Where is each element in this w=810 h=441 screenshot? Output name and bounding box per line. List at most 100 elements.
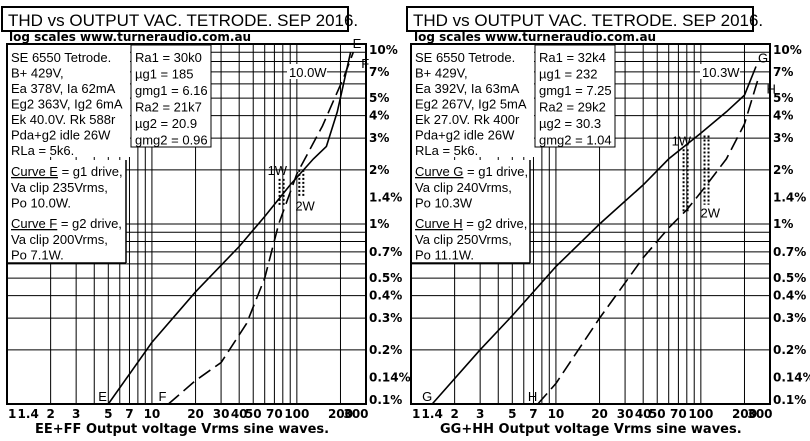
series-E-end-label: E xyxy=(353,36,362,51)
x-tick-label: 50 xyxy=(649,407,666,421)
y-tick-label: 0.14% xyxy=(369,371,411,385)
y-tick-label: 5% xyxy=(369,91,389,105)
info-left-line: Eg2 363V, Ig2 6mA xyxy=(11,97,123,112)
y-tick-label: 0.1% xyxy=(773,393,806,407)
info-right-line: gmg1 = 6.16 xyxy=(135,83,208,98)
y-tick-label: 1% xyxy=(369,217,389,231)
x-tick-label: 3 xyxy=(476,407,484,421)
x-axis-label: GG+HH Output voltage Vrms sine waves. xyxy=(440,422,742,437)
info-right-line: Ra2 = 29k2 xyxy=(539,100,606,115)
y-tick-label: 0.2% xyxy=(773,343,806,357)
curve-note-line: Po 10.3W xyxy=(415,196,473,211)
x-tick-label: 5 xyxy=(508,407,516,421)
y-tick-label: 2% xyxy=(773,163,793,177)
series-H-start-label: H xyxy=(528,389,537,404)
curve-note-rest: = g2 drive, xyxy=(463,216,528,231)
x-tick-label: 5 xyxy=(104,407,112,421)
plot-frame xyxy=(410,43,771,405)
info-right-line: gmg2 = 1.04 xyxy=(539,133,612,148)
curve-note-title: Curve G = g1 drive, xyxy=(415,164,528,179)
x-tick-label: 3 xyxy=(72,407,80,421)
y-tick-label: 10% xyxy=(773,43,802,57)
curve-note-line: Va clip 250Vrms, xyxy=(415,232,512,247)
info-left-line: RLa = 5k6. xyxy=(11,143,74,158)
y-tick-label: 0.5% xyxy=(773,271,806,285)
curve-note-line: Po 10.0W. xyxy=(11,196,71,211)
x-tick-label: 200 xyxy=(328,407,353,421)
info-right-line: µg2 = 20.9 xyxy=(135,116,197,131)
y-tick-label: 7% xyxy=(369,65,389,79)
info-right-line: Ra1 = 30k0 xyxy=(135,50,202,65)
info-right-line: µg2 = 30.3 xyxy=(539,116,601,131)
curve-note-name: Curve H xyxy=(415,216,463,231)
plot-frame xyxy=(6,43,367,405)
curve-note-title: Curve F = g2 drive, xyxy=(11,216,122,231)
curve-note-name: Curve F xyxy=(11,216,57,231)
y-tick-label: 0.2% xyxy=(369,343,402,357)
y-tick-label: 1.4% xyxy=(773,191,806,205)
x-tick-label: 50 xyxy=(245,407,262,421)
curve-note-line: Va clip 240Vrms, xyxy=(415,180,512,195)
info-left-line: Eg2 267V, Ig2 5mA xyxy=(415,97,527,112)
x-tick-label: 10 xyxy=(144,407,161,421)
x-tick-label: 30 xyxy=(213,407,230,421)
chart-panel-1: THD vs OUTPUT VAC. TETRODE. SEP 2016.log… xyxy=(1,6,411,437)
y-tick-label: 0.5% xyxy=(369,271,402,285)
y-tick-label: 3% xyxy=(773,131,793,145)
info-right-line: µg1 = 185 xyxy=(135,67,193,82)
y-tick-label: 0.3% xyxy=(369,311,402,325)
curve-note-name: Curve E xyxy=(11,164,58,179)
curve-note-rest: = g1 drive, xyxy=(58,164,123,179)
x-tick-label: 1.4 xyxy=(422,407,443,421)
y-tick-label: 0.3% xyxy=(773,311,806,325)
chart-title: THD vs OUTPUT VAC. TETRODE. SEP 2016. xyxy=(8,11,358,30)
y-tick-label: 0.7% xyxy=(369,245,402,259)
series-G-end-label: G xyxy=(758,50,768,65)
x-tick-label: 30 xyxy=(617,407,634,421)
x-tick-label: 20 xyxy=(187,407,204,421)
info-left-box xyxy=(8,45,130,157)
curve-note-rest: = g1 drive, xyxy=(463,164,528,179)
y-tick-label: 10% xyxy=(369,43,398,57)
x-tick-label: 100 xyxy=(688,407,713,421)
info-right-line: µg1 = 232 xyxy=(539,67,597,82)
info-left-line: SE 6550 Tetrode. xyxy=(415,50,515,65)
y-tick-label: 0.4% xyxy=(369,289,402,303)
info-left-line: Pda+g2 idle 26W xyxy=(11,128,111,143)
series-G-start-label: G xyxy=(422,389,432,404)
info-left-line: Ek 27.0V. Rk 400r xyxy=(415,112,520,127)
curve-notes-box xyxy=(412,160,530,263)
y-tick-label: 0.7% xyxy=(773,245,806,259)
x-tick-label: 300 xyxy=(747,407,772,421)
y-tick-label: 2% xyxy=(369,163,389,177)
y-tick-label: 0.14% xyxy=(773,371,810,385)
title-box xyxy=(1,6,349,32)
x-tick-label: 1 xyxy=(412,407,420,421)
series-H-line xyxy=(537,77,760,405)
y-tick-label: 4% xyxy=(369,109,389,123)
x-tick-label: 70 xyxy=(266,407,283,421)
chart-subtitle: log scales www.turneraudio.com.au xyxy=(9,30,251,44)
x-axis-label: EE+FF Output voltage Vrms sine waves. xyxy=(35,422,329,437)
power-label: 10.3W xyxy=(702,65,740,80)
power-label: 10.0W xyxy=(289,65,327,80)
info-left-line: Pda+g2 idle 26W xyxy=(415,128,515,143)
marker-label: 1W xyxy=(268,163,288,178)
curve-note-line: Va clip 200Vrms, xyxy=(11,232,108,247)
chart-panel-2: THD vs OUTPUT VAC. TETRODE. SEP 2016.log… xyxy=(406,6,810,437)
power-label-bg xyxy=(287,64,327,79)
curve-note-title: Curve H = g2 drive, xyxy=(415,216,527,231)
series-F-end-label: F xyxy=(361,56,369,71)
info-right-line: gmg1 = 7.25 xyxy=(539,83,612,98)
curve-note-name: Curve G xyxy=(415,164,463,179)
y-tick-label: 7% xyxy=(773,65,793,79)
x-tick-label: 40 xyxy=(635,407,652,421)
info-left-box xyxy=(412,45,534,157)
series-F-start-label: F xyxy=(158,389,166,404)
info-left-line: B+ 429V, xyxy=(11,66,64,81)
info-right-box xyxy=(130,44,212,148)
info-left-line: SE 6550 Tetrode. xyxy=(11,50,111,65)
x-tick-label: 7 xyxy=(529,407,537,421)
